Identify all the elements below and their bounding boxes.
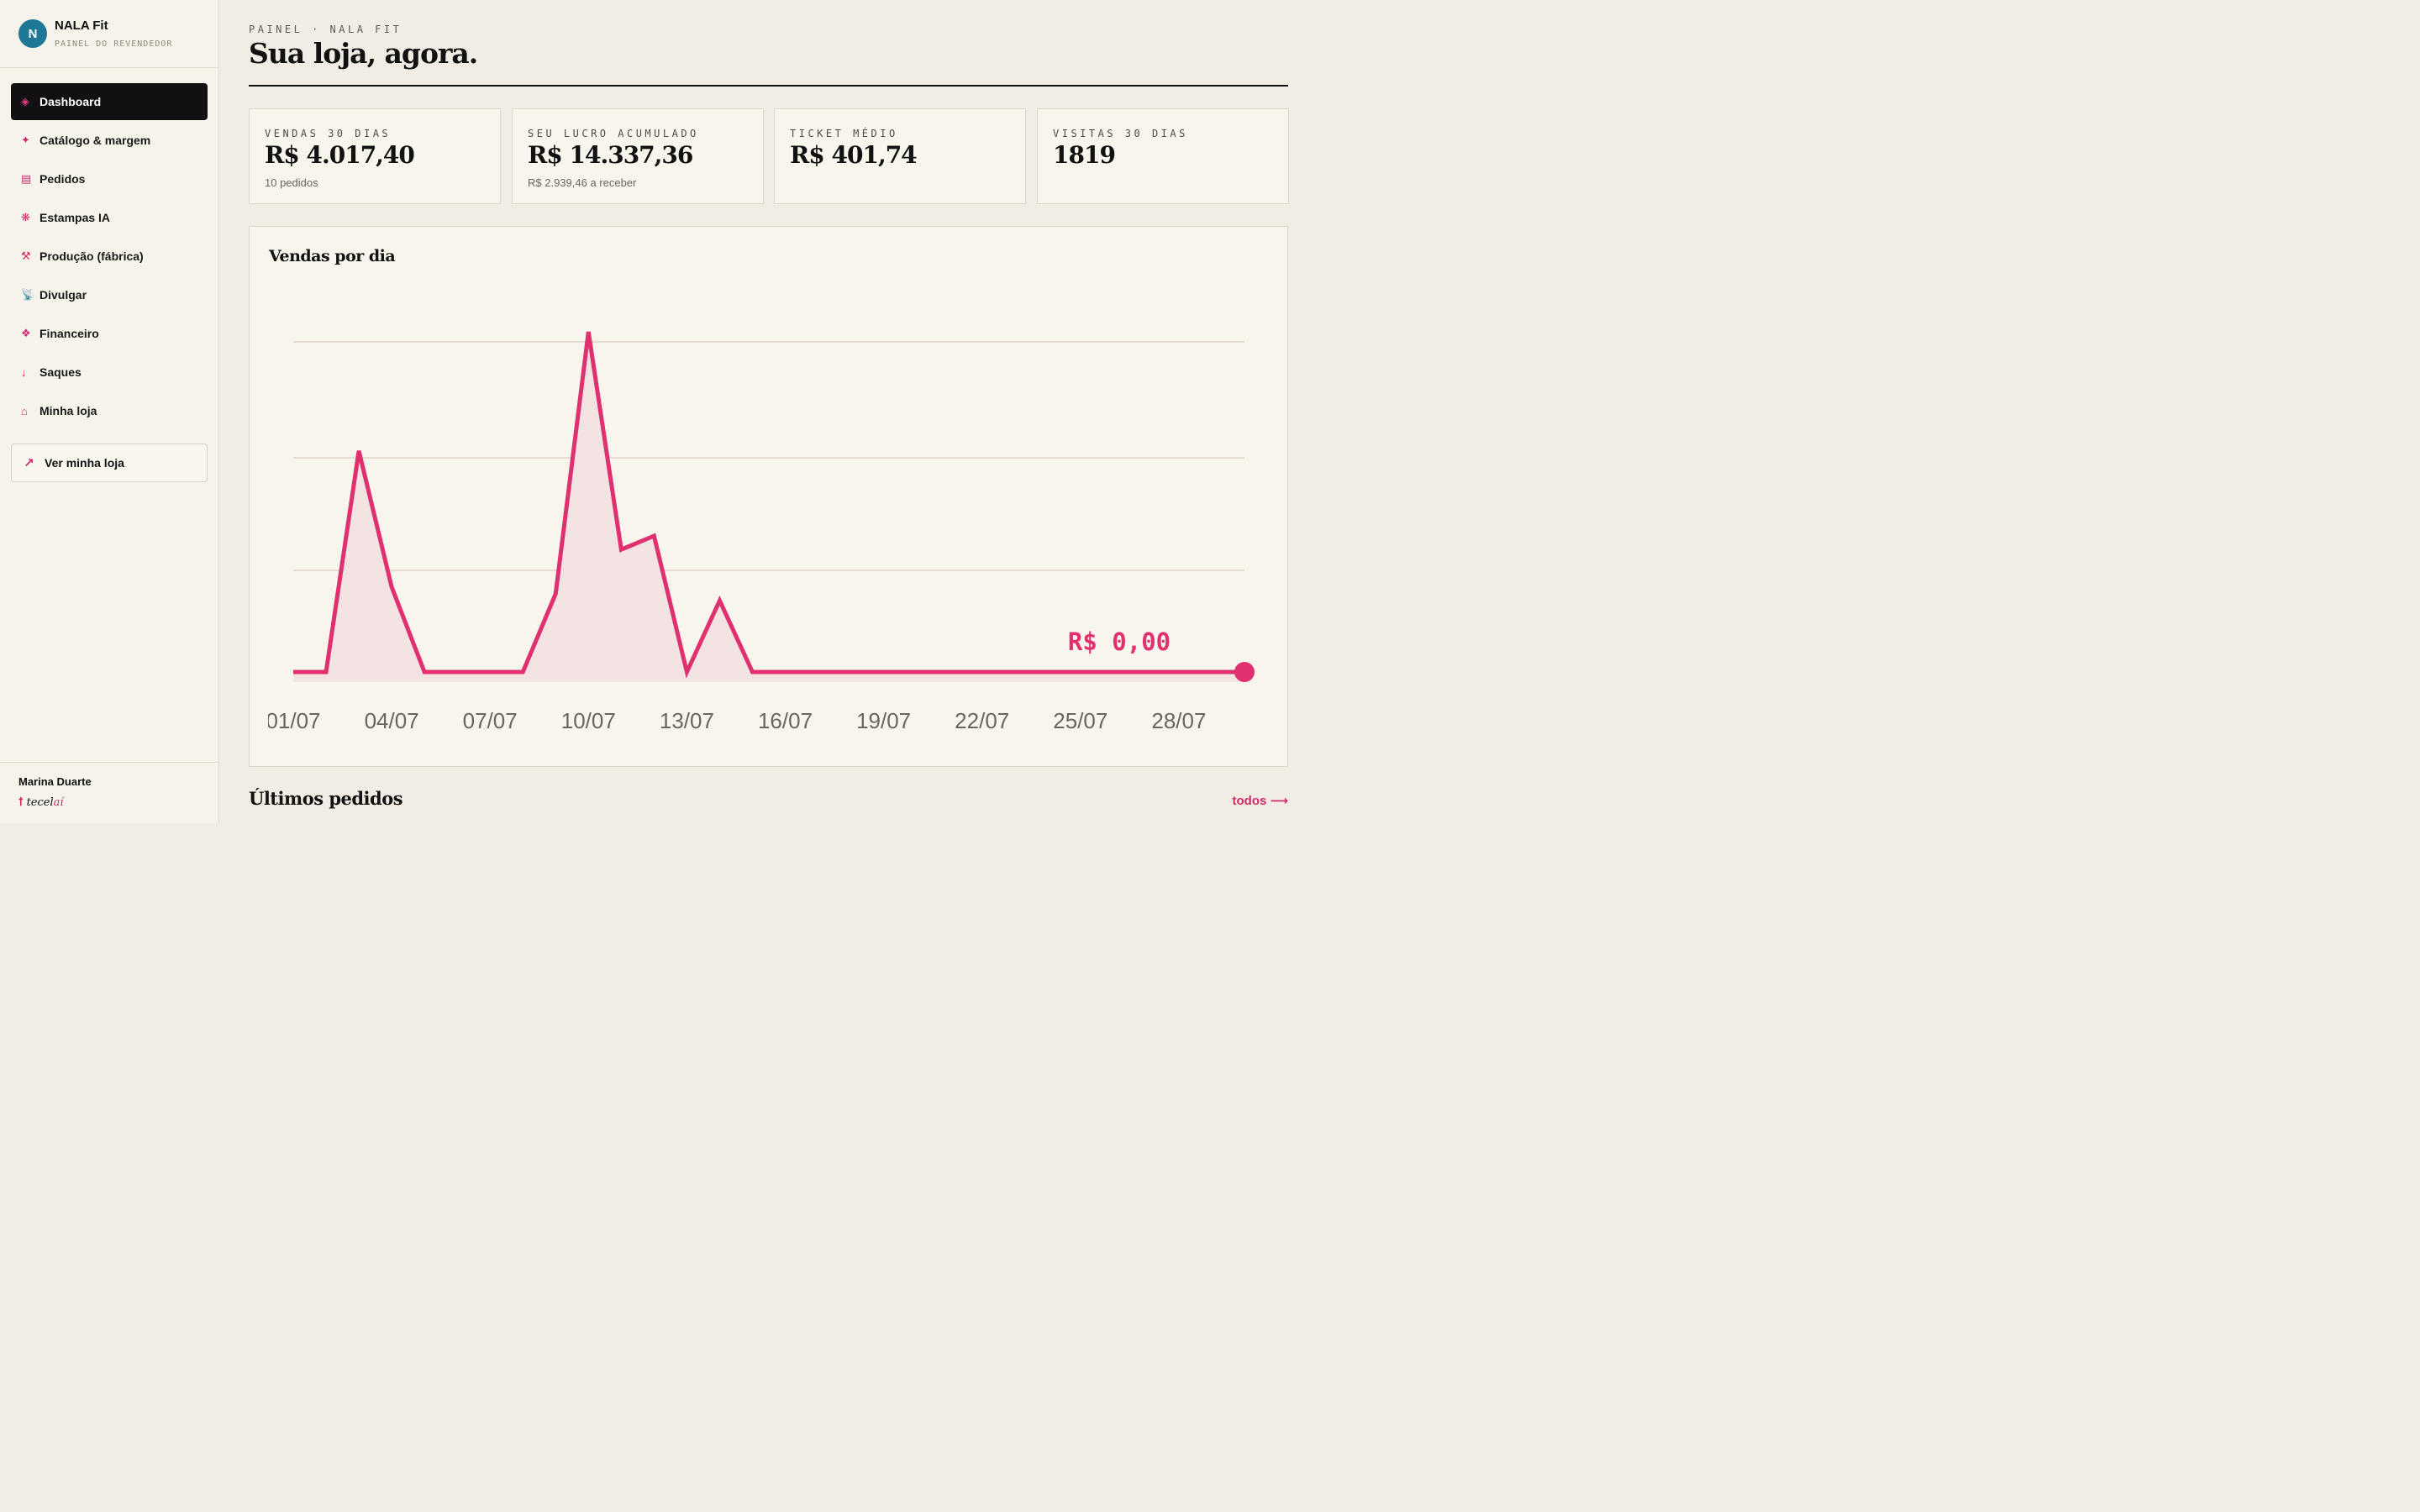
kpi-label: VENDAS 30 DIAS <box>265 128 392 139</box>
kpi-value: R$ 14.337,36 <box>528 141 693 169</box>
x-tick-label: 28/07 <box>1151 708 1206 733</box>
sidebar-item-pedidos[interactable]: ▤ Pedidos <box>11 160 208 197</box>
kpi-label: VISITAS 30 DIAS <box>1053 128 1188 139</box>
user-name: Marina Duarte <box>18 775 92 788</box>
sales-chart-card: Vendas por dia R$ 0,00 01/07 04/07 07/07 10/… <box>249 226 1288 767</box>
sidebar-item-label: Minha loja <box>39 404 97 417</box>
x-tick-label: 16/07 <box>758 708 813 733</box>
sidebar-item-divulgar[interactable]: 📡 Divulgar <box>11 276 208 313</box>
external-arrow-icon: ↗ <box>24 456 34 470</box>
kpi-label: TICKET MÉDIO <box>790 128 898 139</box>
sidebar-item-label: Produção (fábrica) <box>39 249 144 263</box>
house-icon: ⌂ <box>21 404 28 417</box>
logo-mark-icon: ꝉ <box>18 796 24 809</box>
diamonds-icon: ❖ <box>21 327 31 339</box>
kpi-card-ticket: TICKET MÉDIO R$ 401,74 <box>774 108 1026 204</box>
title-divider <box>249 85 1288 87</box>
kpi-value: 1819 <box>1053 141 1116 169</box>
all-orders-link[interactable]: todos ⟶ <box>1232 794 1289 808</box>
recent-orders-title: Últimos pedidos <box>249 788 403 809</box>
hover-value-label: R$ 0,00 <box>1068 627 1171 656</box>
x-tick-label: 13/07 <box>660 708 714 733</box>
list-icon: ▤ <box>21 172 32 185</box>
x-tick-label: 01/07 <box>266 708 320 733</box>
page-title: Sua loja, agora. <box>249 37 478 70</box>
x-tick-label: 25/07 <box>1053 708 1107 733</box>
kpi-card-sales: VENDAS 30 DIAS R$ 4.017,40 10 pedidos <box>249 108 501 204</box>
sidebar-item-label: Saques <box>39 365 82 379</box>
arrow-down-icon: ↓ <box>21 365 27 379</box>
sidebar-item-estampas[interactable]: ❋ Estampas IA <box>11 199 208 236</box>
view-store-label: Ver minha loja <box>45 456 124 470</box>
x-tick-label: 07/07 <box>463 708 518 733</box>
sidebar-item-label: Pedidos <box>39 172 86 186</box>
satellite-icon: 📡 <box>21 288 35 301</box>
panel-subtitle: PAINEL DO REVENDEDOR <box>55 39 173 49</box>
sidebar-item-label: Financeiro <box>39 327 99 340</box>
active-point <box>1234 662 1255 682</box>
chart-title: Vendas por dia <box>269 247 396 265</box>
sidebar-item-label: Estampas IA <box>39 211 111 224</box>
kpi-value: R$ 4.017,40 <box>265 141 415 169</box>
asterisk-icon: ❋ <box>21 211 30 223</box>
sidebar-item-producao[interactable]: ⚒ Produção (fábrica) <box>11 238 208 275</box>
x-tick-label: 22/07 <box>955 708 1009 733</box>
x-tick-label: 10/07 <box>561 708 616 733</box>
store-name: NALA Fit <box>55 18 108 33</box>
x-tick-label: 04/07 <box>365 708 419 733</box>
sidebar-footer-divider <box>0 762 219 763</box>
sidebar-item-minha[interactable]: ⌂ Minha loja <box>11 392 208 429</box>
sidebar-item-financeiro[interactable]: ❖ Financeiro <box>11 315 208 352</box>
sidebar-item-label: Divulgar <box>39 288 87 302</box>
sales-chart[interactable]: R$ 0,00 01/07 04/07 07/07 10/07 13/07 16/07 19/… <box>250 227 1289 768</box>
logo-accent: aí <box>53 796 64 809</box>
kpi-value: R$ 401,74 <box>790 141 918 169</box>
kpi-card-profit: SEU LUCRO ACUMULADO R$ 14.337,36 R$ 2.93… <box>512 108 764 204</box>
sidebar-nav: ◈ Dashboard ✦ Catálogo & margem ▤ Pedidos ❋ Est… <box>11 83 208 431</box>
x-tick-label: 19/07 <box>856 708 911 733</box>
sidebar-item-label: Dashboard <box>39 95 102 108</box>
breadcrumb: PAINEL · NALA FIT <box>249 24 402 35</box>
brand: N NALA Fit PAINEL DO REVENDEDOR <box>18 18 172 49</box>
area-fill <box>293 332 1244 682</box>
series-line <box>293 332 1244 672</box>
sidebar-divider <box>0 67 219 68</box>
sidebar-item-label: Catálogo & margem <box>39 134 151 147</box>
diamond-icon: ◈ <box>21 95 29 108</box>
kpi-subtext: 10 pedidos <box>265 176 318 189</box>
logo-text: tecel <box>26 796 54 809</box>
platform-logo: ꝉ tecelaí <box>18 796 64 809</box>
sidebar-item-saques[interactable]: ↓ Saques <box>11 354 208 391</box>
sidebar: N NALA Fit PAINEL DO REVENDEDOR ◈ Dashboa… <box>0 0 219 823</box>
hammer-icon: ⚒ <box>21 249 31 262</box>
kpi-subtext: R$ 2.939,46 a receber <box>528 176 637 189</box>
avatar: N <box>18 19 47 48</box>
kpi-label: SEU LUCRO ACUMULADO <box>528 128 699 139</box>
sparkle-icon: ✦ <box>21 134 30 146</box>
kpi-card-visits: VISITAS 30 DIAS 1819 <box>1037 108 1289 204</box>
sidebar-item-dashboard[interactable]: ◈ Dashboard <box>11 83 208 120</box>
sidebar-item-catalogo[interactable]: ✦ Catálogo & margem <box>11 122 208 159</box>
view-store-button[interactable]: ↗ Ver minha loja <box>11 444 208 482</box>
